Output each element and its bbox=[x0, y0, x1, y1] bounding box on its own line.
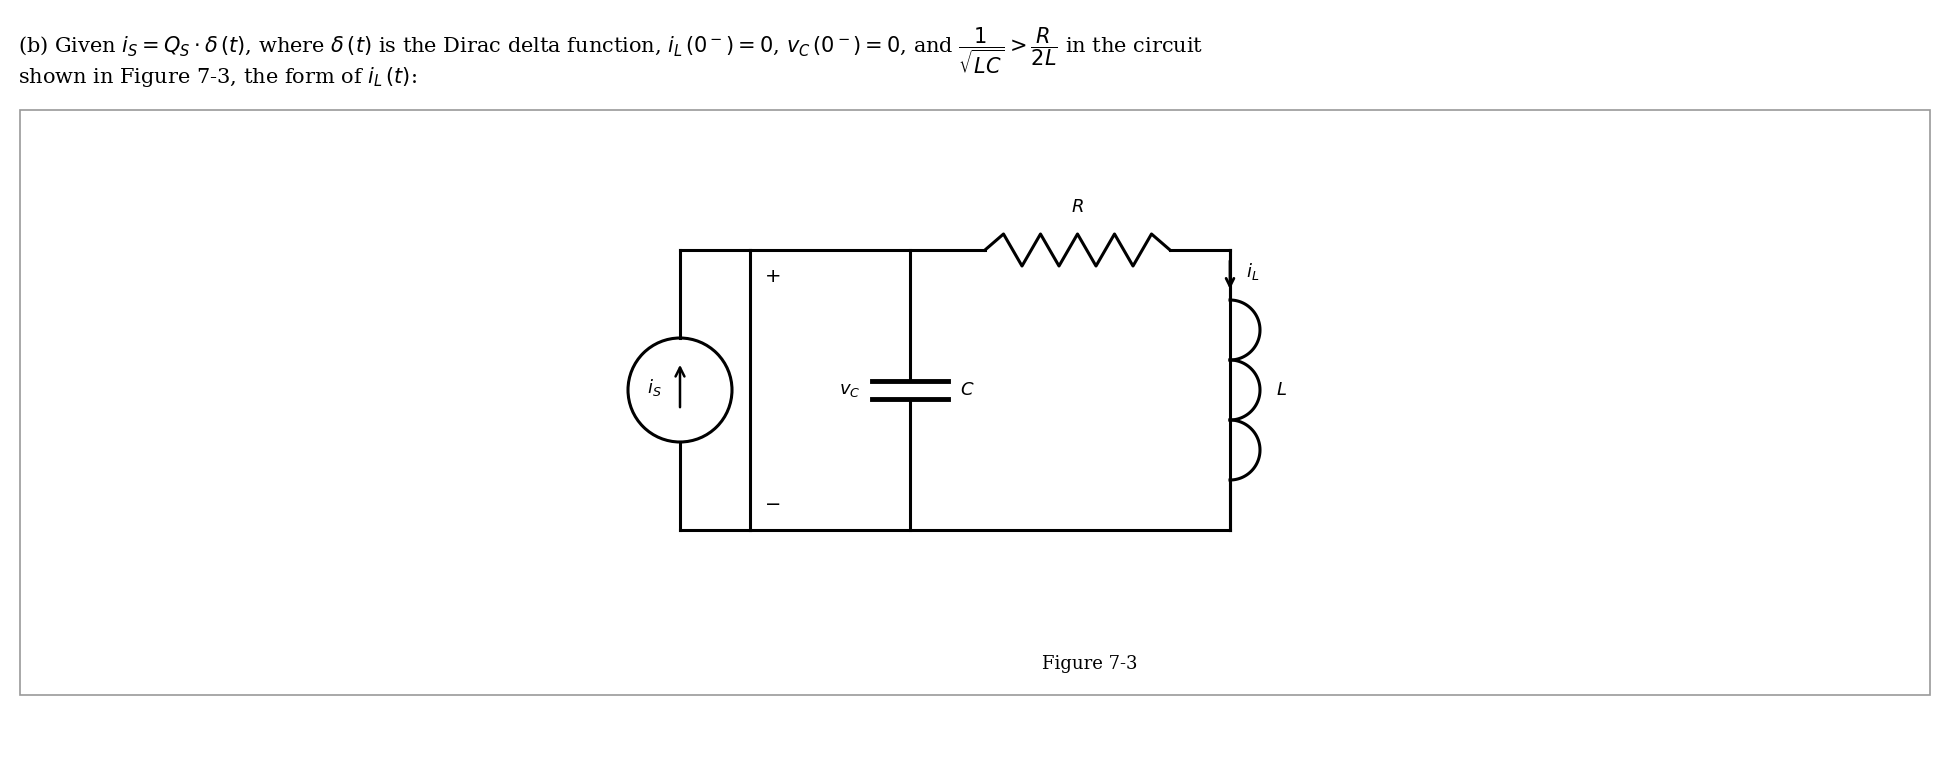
Text: (b) Given $\mathit{i}_S = Q_S \cdot \delta\,(t)$, where $\delta\,(t)$ is the Dir: (b) Given $\mathit{i}_S = Q_S \cdot \del… bbox=[18, 25, 1202, 76]
Bar bbox=[20, 110, 1931, 695]
Text: $\mathit{i}_L$: $\mathit{i}_L$ bbox=[1245, 261, 1259, 281]
Text: $\mathit{v}_C$: $\mathit{v}_C$ bbox=[839, 381, 861, 399]
Text: shown in Figure 7-3, the form of $\mathit{i}_L\,(t)$:: shown in Figure 7-3, the form of $\mathi… bbox=[18, 65, 418, 89]
Text: $R$: $R$ bbox=[1072, 198, 1083, 216]
Text: $L$: $L$ bbox=[1277, 381, 1286, 399]
Text: Figure 7-3: Figure 7-3 bbox=[1042, 655, 1138, 673]
Text: $+$: $+$ bbox=[763, 268, 781, 286]
Text: $-$: $-$ bbox=[763, 494, 781, 512]
Text: $C$: $C$ bbox=[960, 381, 974, 399]
Text: $\mathit{i}_S$: $\mathit{i}_S$ bbox=[648, 378, 662, 398]
